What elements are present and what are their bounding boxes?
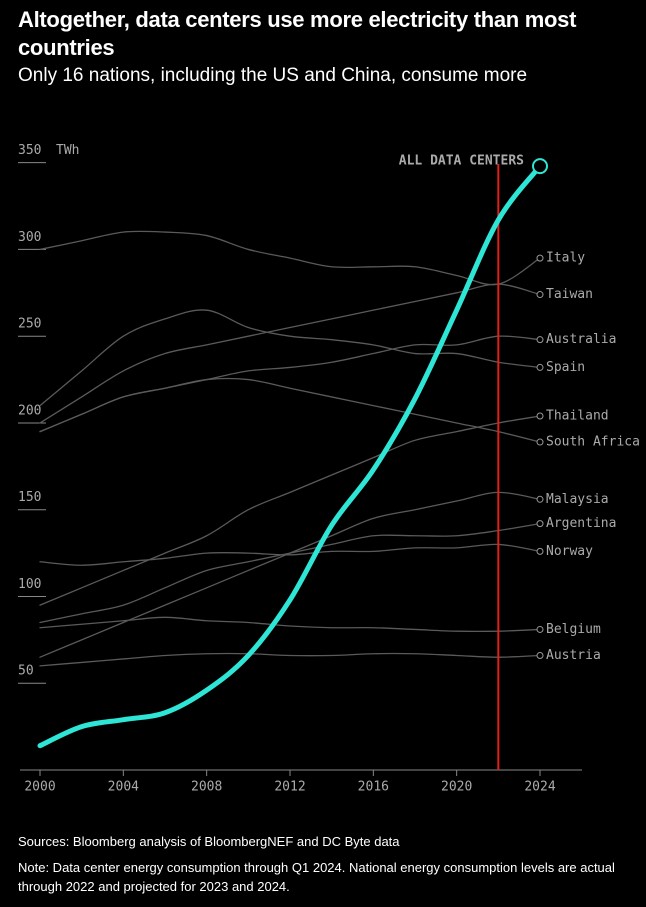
- series-label: Malaysia: [546, 492, 609, 507]
- series-line: [39, 491, 541, 658]
- end-marker: [536, 254, 544, 262]
- y-tick-label: 350: [18, 143, 41, 158]
- x-tick-label: 2020: [441, 780, 472, 795]
- x-tick-label: 2016: [358, 780, 389, 795]
- chart: 50 100 150 200 250 300 350 TWh 2000 2004 2008 2012 2…: [18, 143, 640, 795]
- series-line: [39, 377, 541, 443]
- series-line: [39, 230, 541, 286]
- series-line: [39, 543, 541, 566]
- end-marker: [536, 520, 544, 528]
- series-line: [39, 652, 541, 667]
- x-tick-label: 2012: [274, 780, 305, 795]
- series-label: Taiwan: [546, 287, 593, 302]
- end-marker: [532, 158, 548, 175]
- series-line: [39, 616, 541, 633]
- end-marker: [536, 651, 544, 659]
- end-marker: [536, 547, 544, 555]
- series-line: [39, 415, 541, 606]
- x-tick-label: 2008: [191, 780, 222, 795]
- end-marker: [536, 363, 544, 371]
- end-marker: [536, 495, 544, 503]
- x-tick-label: 2024: [524, 780, 555, 795]
- chart-title: Altogether, data centers use more electr…: [18, 7, 577, 60]
- y-tick-label: 100: [18, 577, 41, 592]
- series-label: Argentina: [546, 516, 616, 531]
- end-marker: [536, 291, 544, 299]
- series-label: Belgium: [546, 622, 601, 637]
- y-tick-label: 300: [18, 230, 41, 245]
- y-tick-label: 150: [18, 490, 41, 505]
- series-label: Italy: [546, 251, 585, 266]
- series-label: South Africa: [546, 435, 640, 450]
- series-label: Spain: [546, 360, 585, 375]
- end-marker: [536, 438, 544, 446]
- note: Note: Data center energy consumption thr…: [18, 860, 615, 894]
- series-label: ALL DATA CENTERS: [399, 154, 524, 169]
- y-tick-label: 50: [18, 664, 34, 679]
- x-tick-label: 2000: [24, 780, 55, 795]
- source: Sources: Bloomberg analysis of Bloomberg…: [18, 834, 400, 849]
- x-tick-label: 2004: [108, 780, 139, 795]
- chart-subtitle: Only 16 nations, including the US and Ch…: [18, 65, 528, 86]
- y-unit: TWh: [56, 143, 79, 158]
- series-label: Thailand: [546, 409, 609, 424]
- series-line: [39, 283, 541, 424]
- series-line: [39, 335, 541, 433]
- series-label: Austria: [546, 648, 601, 663]
- y-tick-label: 200: [18, 403, 41, 418]
- series-label: Norway: [546, 544, 593, 559]
- series-line: [39, 309, 541, 407]
- series-line: [37, 163, 543, 749]
- end-marker: [536, 625, 544, 633]
- series-line: [39, 522, 541, 624]
- series-label: Australia: [546, 332, 616, 347]
- y-tick-label: 250: [18, 317, 41, 332]
- end-marker: [536, 412, 544, 420]
- end-marker: [536, 336, 544, 344]
